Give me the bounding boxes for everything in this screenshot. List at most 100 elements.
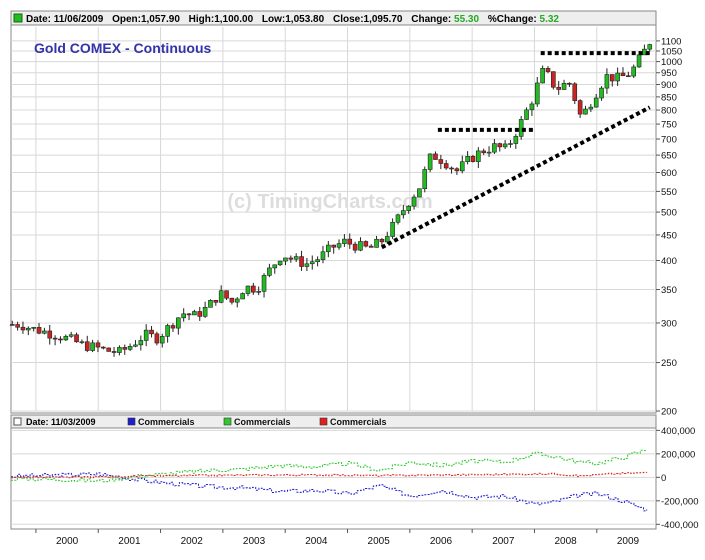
candle-up: [615, 72, 620, 82]
cot-legend-swatch: [127, 417, 136, 426]
candle-down: [470, 156, 476, 162]
candle-down: [551, 71, 556, 88]
candle-down: [47, 330, 53, 339]
candle-up: [502, 143, 508, 148]
candle-up: [42, 330, 47, 334]
candle-up: [631, 66, 636, 77]
candle-up: [309, 261, 315, 265]
price-tick-label: 950: [661, 68, 677, 79]
candle-up: [427, 153, 433, 170]
candle-up: [518, 119, 524, 137]
candle-down: [609, 74, 615, 82]
trendline: [380, 105, 651, 250]
candle-down: [101, 346, 106, 349]
price-panel-header-bar: [10, 10, 657, 26]
cot-legend-swatch: [319, 417, 328, 426]
cot-tick-label: 400,000: [661, 426, 695, 437]
candle-down: [454, 168, 460, 172]
price-tick-label: 450: [661, 230, 677, 241]
candle-down: [251, 285, 256, 293]
candle-up: [234, 298, 240, 303]
candle-up: [267, 267, 272, 276]
candle-down: [9, 324, 15, 326]
cot-legend-label: Commercials: [138, 417, 195, 427]
x-axis: 2000 2001 2002 2003 2004 2005 2006 2007 2008 2009: [35, 529, 640, 547]
header-open: Open:1,057.90: [112, 14, 180, 25]
candle-up: [374, 238, 379, 248]
cot-tick-label: 0: [661, 473, 666, 484]
candle-up: [486, 151, 492, 154]
candle-up: [315, 259, 320, 263]
candle-down: [52, 337, 58, 340]
candle-up: [245, 285, 251, 294]
candle-down: [443, 163, 449, 169]
candle-up: [133, 344, 138, 347]
cot-checkbox-icon: [13, 417, 22, 426]
candle-up: [293, 256, 299, 260]
candle-down: [347, 238, 353, 245]
price-grid: [11, 27, 656, 529]
cot-legend: Commercials Commercials Commercials: [127, 417, 387, 427]
candle-down: [567, 82, 572, 85]
x-tick-label: 2004: [305, 536, 328, 547]
candle-up: [599, 87, 604, 99]
candle-up: [647, 44, 653, 50]
x-tick-label: 2000: [56, 536, 79, 547]
candle-up: [465, 156, 470, 163]
candle-up: [90, 342, 95, 351]
candle-up: [256, 291, 261, 293]
candle-up: [326, 244, 331, 253]
candle-up: [636, 54, 642, 68]
candle-up: [117, 347, 122, 353]
price-tick-label: 500: [661, 208, 677, 219]
header-change-label: Change:: [411, 14, 451, 25]
candle-down: [556, 86, 561, 90]
x-tick-label: 2005: [368, 536, 391, 547]
candle-down: [368, 245, 374, 248]
candle-up: [540, 68, 545, 84]
candle-up: [411, 196, 417, 207]
candle-up: [422, 169, 428, 190]
candle-down: [122, 347, 128, 350]
cot-y-axis: -400,000 -200,000 0 200,000 400,000: [656, 426, 699, 531]
candle-up: [68, 334, 74, 337]
candle-up: [417, 188, 422, 198]
candle-down: [626, 75, 631, 78]
candle-up: [401, 210, 406, 216]
candle-up: [320, 251, 326, 260]
candle-down: [224, 290, 229, 299]
candle-down: [331, 244, 336, 248]
candle-up: [240, 293, 245, 300]
candle-down: [36, 327, 42, 334]
candle-up: [588, 106, 594, 110]
candle-up: [406, 205, 411, 211]
candle-down: [95, 342, 101, 348]
price-tick-label: 350: [661, 285, 677, 296]
candle-up: [165, 325, 170, 337]
candle-down: [545, 68, 551, 72]
x-tick-label: 2003: [243, 536, 266, 547]
candle-down: [299, 256, 304, 267]
candle-down: [74, 334, 79, 343]
price-tick-label: 900: [661, 80, 677, 91]
candle-up: [143, 329, 149, 341]
candle-down: [213, 300, 219, 303]
trendlines-group: [380, 51, 651, 250]
price-tick-label: 550: [661, 187, 677, 198]
candle-up: [593, 97, 599, 108]
candle-down: [84, 341, 90, 351]
price-tick-label: 200: [661, 407, 677, 418]
candle-up: [395, 214, 401, 223]
candle-up: [31, 327, 36, 329]
cot-legend-label: Commercials: [330, 417, 387, 427]
cot-lines-group: [11, 449, 648, 512]
price-tick-label: 400: [661, 256, 677, 267]
candle-up: [181, 313, 186, 319]
price-tick-label: 850: [661, 92, 677, 103]
candle-up: [202, 307, 208, 317]
price-tick-label: 300: [661, 318, 677, 329]
header-low: Low:1,053.80: [262, 14, 325, 25]
cot-series-line: [11, 449, 648, 483]
candle-up: [261, 275, 267, 292]
price-tick-label: 700: [661, 135, 677, 146]
